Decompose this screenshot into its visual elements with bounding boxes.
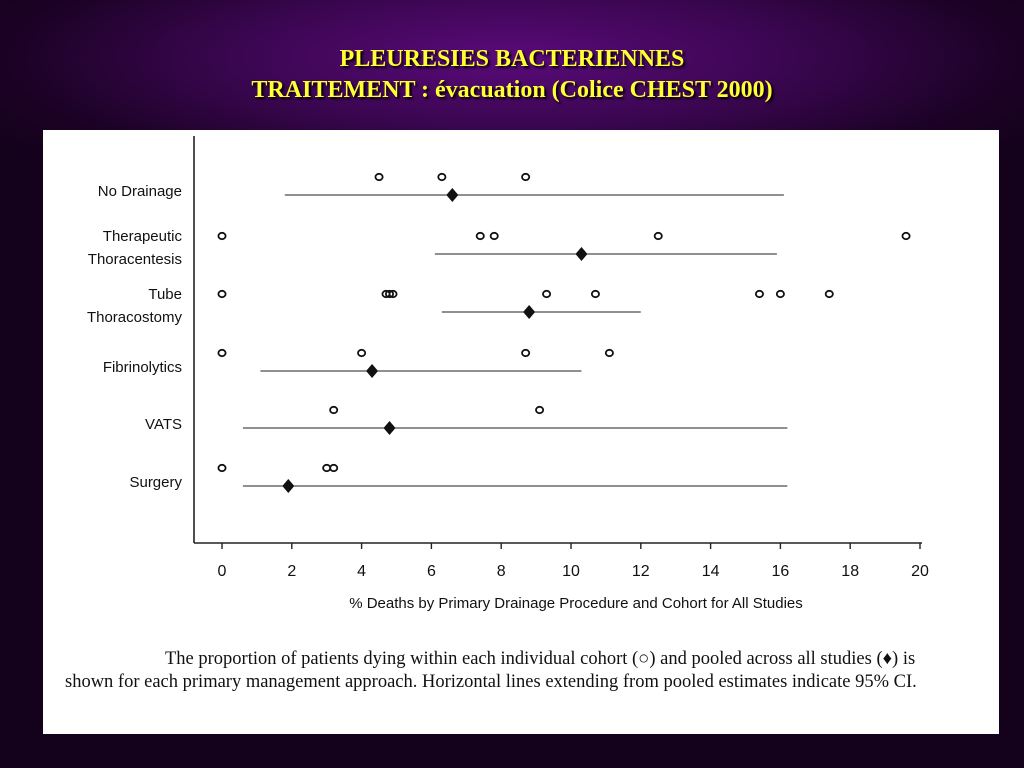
- x-tick-label: 4: [357, 563, 366, 580]
- cohort-marker: [754, 289, 764, 299]
- cohort-marker: [357, 348, 367, 358]
- cohort-marker: [653, 231, 663, 241]
- pooled-marker: [446, 188, 459, 202]
- pooled-marker: [523, 305, 536, 319]
- row-label: Thoracostomy: [87, 309, 183, 326]
- row-label: Surgery: [129, 474, 182, 491]
- x-tick-label: 16: [772, 563, 790, 580]
- cohort-marker: [329, 405, 339, 415]
- pooled-marker: [383, 421, 396, 435]
- cohort-marker: [542, 289, 552, 299]
- cohort-marker: [590, 289, 600, 299]
- cohort-marker: [385, 289, 395, 299]
- cohort-marker: [217, 231, 227, 241]
- x-tick-label: 14: [702, 563, 720, 580]
- cohort-marker: [329, 463, 339, 473]
- cohort-marker: [604, 348, 614, 358]
- cohort-marker: [217, 348, 227, 358]
- pooled-marker: [575, 247, 588, 261]
- x-tick-label: 2: [287, 563, 296, 580]
- figure-caption-text: The proportion of patients dying within …: [65, 649, 917, 692]
- x-tick-label: 12: [632, 563, 650, 580]
- cohort-marker: [475, 231, 485, 241]
- cohort-marker: [535, 405, 545, 415]
- cohort-marker: [388, 289, 398, 299]
- x-tick-label: 10: [562, 563, 580, 580]
- pooled-marker: [282, 479, 295, 493]
- x-tick-label: 0: [218, 563, 227, 580]
- row-label: Thoracentesis: [88, 251, 182, 268]
- row-label: Fibrinolytics: [103, 359, 182, 376]
- figure-panel: 0 2 4 6 8 10 12 14 16 18 20 % Deaths by Primary Dra…: [43, 130, 999, 734]
- x-tick-label: 8: [497, 563, 506, 580]
- row-label: Tube: [148, 286, 182, 303]
- forest-plot: 0 2 4 6 8 10 12 14 16 18 20 % Deaths by Primary Dra…: [87, 136, 929, 612]
- slide-title: PLEURESIES BACTERIENNES TRAITEMENT : éva…: [0, 44, 1024, 106]
- pooled-marker: [366, 364, 379, 378]
- cohort-marker: [521, 172, 531, 182]
- row-label: VATS: [145, 416, 182, 433]
- cohort-marker: [824, 289, 834, 299]
- cohort-marker: [521, 348, 531, 358]
- cohort-marker: [437, 172, 447, 182]
- slide-title-line-2: TRAITEMENT : évacuation (Colice CHEST 20…: [251, 77, 773, 103]
- cohort-marker: [775, 289, 785, 299]
- x-tick-label: 20: [911, 563, 929, 580]
- cohort-marker: [901, 231, 911, 241]
- x-tick-label: 18: [841, 563, 859, 580]
- x-tick-label: 6: [427, 563, 436, 580]
- row-label: No Drainage: [98, 183, 182, 200]
- cohort-marker: [217, 463, 227, 473]
- row-label: Therapeutic: [103, 228, 183, 245]
- slide-title-line-1: PLEURESIES BACTERIENNES: [339, 46, 685, 72]
- cohort-marker: [489, 231, 499, 241]
- cohort-marker: [217, 289, 227, 299]
- cohort-marker: [374, 172, 384, 182]
- figure-caption: The proportion of patients dying within …: [65, 648, 935, 694]
- x-axis-label: % Deaths by Primary Drainage Procedure a…: [349, 595, 803, 612]
